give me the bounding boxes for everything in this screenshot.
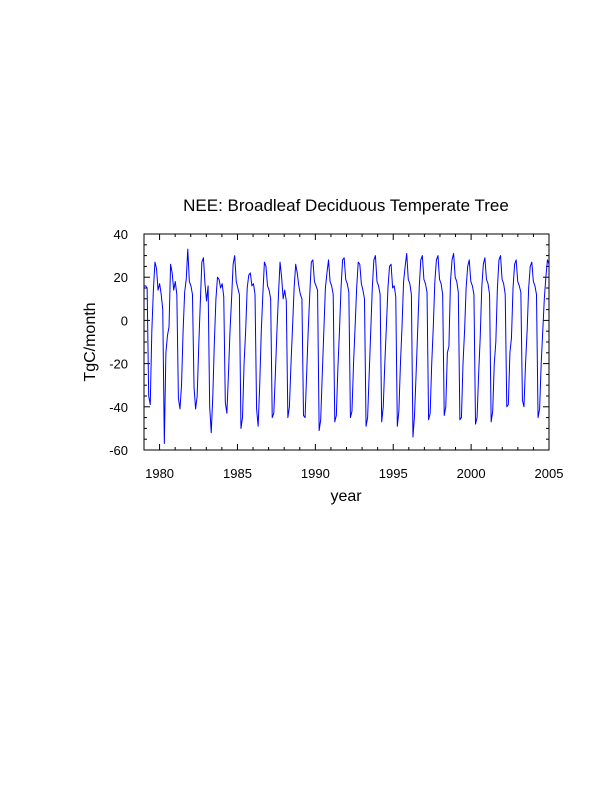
y-tick-label: -20: [109, 357, 128, 372]
x-tick-label: 2005: [535, 466, 564, 481]
y-axis-ticks: [144, 233, 549, 451]
x-tick-label: 1980: [145, 466, 174, 481]
x-axis-ticks: [143, 234, 550, 450]
x-tick-label: 1985: [223, 466, 252, 481]
y-tick-label: -40: [109, 400, 128, 415]
chart-title: NEE: Broadleaf Deciduous Temperate Tree: [183, 196, 509, 215]
x-tick-label: 2000: [457, 466, 486, 481]
x-tick-label: 1995: [379, 466, 408, 481]
y-tick-label: 0: [121, 313, 128, 328]
nee-series-line: [144, 248, 550, 445]
y-axis-label: TgC/month: [82, 302, 99, 381]
y-tick-label: 40: [114, 227, 128, 242]
x-axis-label: year: [330, 488, 362, 505]
x-tick-label: 1990: [301, 466, 330, 481]
series-layer: [144, 248, 550, 445]
x-axis-tick-labels: 1980 1985 1990 1995 2000 2005: [145, 466, 563, 481]
y-tick-label: -60: [109, 443, 128, 458]
y-tick-label: 20: [114, 270, 128, 285]
plot-frame: [143, 233, 550, 451]
y-axis-tick-labels: -60 -40 -20 0 20 40: [109, 227, 128, 458]
